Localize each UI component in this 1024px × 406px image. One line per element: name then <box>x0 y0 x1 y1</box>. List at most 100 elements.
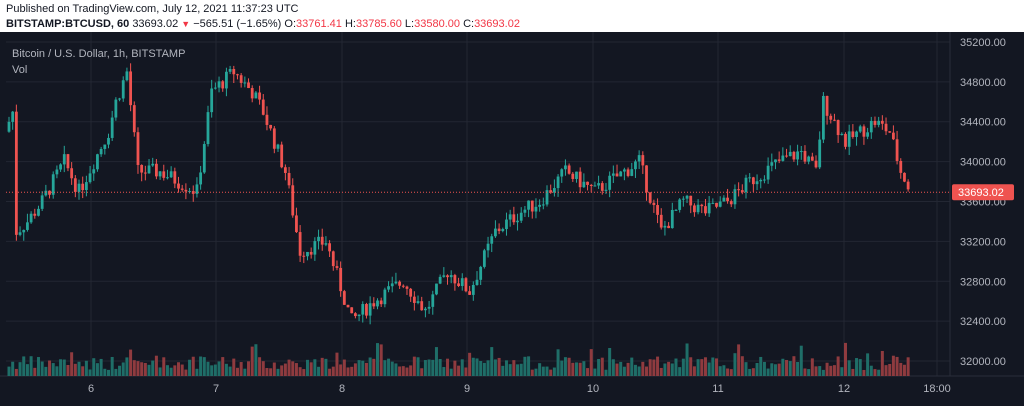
candle-body <box>589 184 593 187</box>
price-tick-label: 34400.00 <box>960 117 1006 129</box>
candle-body <box>228 69 232 72</box>
candle-body <box>272 128 276 149</box>
volume-bar <box>342 359 346 376</box>
published-note: Published on TradingView.com, July 12, 2… <box>6 3 299 15</box>
volume-bar <box>383 360 387 376</box>
candle-body <box>906 181 910 190</box>
volume-bar <box>541 366 545 376</box>
volume-bar <box>560 360 564 376</box>
candle-body <box>851 131 855 137</box>
candle-body <box>339 267 343 292</box>
volume-bar <box>751 368 755 376</box>
candle-body <box>158 171 162 177</box>
candle-body <box>530 200 534 212</box>
candle-body <box>173 171 177 184</box>
volume-bar <box>379 344 383 376</box>
open-label: O: <box>284 18 297 30</box>
volume-bar <box>858 359 862 376</box>
volume-bar <box>471 357 475 376</box>
volume-bar <box>692 366 696 376</box>
volume-bar <box>718 366 722 376</box>
volume-label: Vol <box>12 64 28 76</box>
volume-bar <box>622 366 626 376</box>
candle-body <box>855 131 858 137</box>
volume-bar <box>652 359 656 376</box>
volume-bar <box>807 369 811 376</box>
candle-body <box>534 206 538 212</box>
volume-bar <box>799 345 803 376</box>
candle-body <box>342 291 346 305</box>
candle-body <box>877 120 881 125</box>
volume-bar <box>151 360 155 376</box>
candle-body <box>261 99 265 115</box>
volume-bar <box>55 366 59 376</box>
time-tick-label: 12 <box>838 383 850 395</box>
price-tick-label: 35200.00 <box>960 37 1006 49</box>
candle-body <box>486 243 490 251</box>
price-tick-label: 32400.00 <box>960 316 1006 328</box>
candle-body <box>353 313 357 317</box>
volume-bar <box>597 358 601 376</box>
candle-body <box>586 181 589 185</box>
candle-body <box>11 111 15 122</box>
volume-bar <box>880 350 884 376</box>
volume-bar <box>814 366 818 376</box>
candle-body <box>792 151 796 160</box>
candle-body <box>210 88 214 113</box>
price-tick-label: 34800.00 <box>960 77 1006 89</box>
candle-body <box>460 278 464 287</box>
candle-body <box>169 171 173 178</box>
volume-bar <box>434 347 438 376</box>
candle-body <box>814 160 818 168</box>
candle-body <box>796 151 799 160</box>
volume-bar <box>313 359 317 376</box>
price-chart[interactable]: 35200.0034800.0034400.0034000.0033600.00… <box>0 32 1024 406</box>
volume-bar <box>895 356 899 376</box>
volume-bar <box>33 367 37 376</box>
candle-body <box>151 163 155 166</box>
volume-bar <box>302 369 306 376</box>
volume-bar <box>656 356 660 376</box>
volume-bar <box>674 358 678 376</box>
volume-bar <box>836 356 840 376</box>
volume-bar <box>645 366 649 376</box>
volume-bar <box>346 367 350 376</box>
volume-bar <box>95 363 99 376</box>
volume-bar <box>18 362 22 376</box>
volume-bar <box>766 368 770 376</box>
candle-body <box>722 197 726 202</box>
candle-body <box>751 177 755 185</box>
volume-bar <box>740 356 744 376</box>
open-value: 33761.41 <box>296 18 342 30</box>
volume-bar <box>888 363 892 376</box>
price-tick-label: 33200.00 <box>960 236 1006 248</box>
volume-bar <box>840 367 844 376</box>
candle-body <box>711 202 715 204</box>
candle-body <box>840 133 844 136</box>
candle-body <box>136 132 140 165</box>
volume-bar <box>538 363 542 376</box>
candle-body <box>560 169 564 177</box>
candle-body <box>125 71 129 81</box>
candle-body <box>33 213 37 216</box>
candle-body <box>129 71 133 106</box>
candle-body <box>188 191 191 193</box>
volume-bar <box>788 361 792 376</box>
candle-body <box>405 286 409 289</box>
candle-body <box>755 181 759 185</box>
volume-bar <box>199 356 203 376</box>
candle-body <box>92 169 96 174</box>
candle-body <box>217 81 221 88</box>
candle-body <box>177 183 180 189</box>
chart-title: Bitcoin / U.S. Dollar, 1h, BITSTAMP <box>12 48 186 60</box>
volume-bar <box>250 346 254 376</box>
candle-body <box>656 205 659 215</box>
candle-body <box>427 306 431 309</box>
volume-bar <box>516 364 520 376</box>
volume-bar <box>906 357 910 376</box>
high-label: H: <box>344 18 356 30</box>
candle-body <box>538 204 542 207</box>
volume-bar <box>519 363 523 376</box>
volume-bar <box>217 361 221 376</box>
volume-bar <box>188 359 192 376</box>
